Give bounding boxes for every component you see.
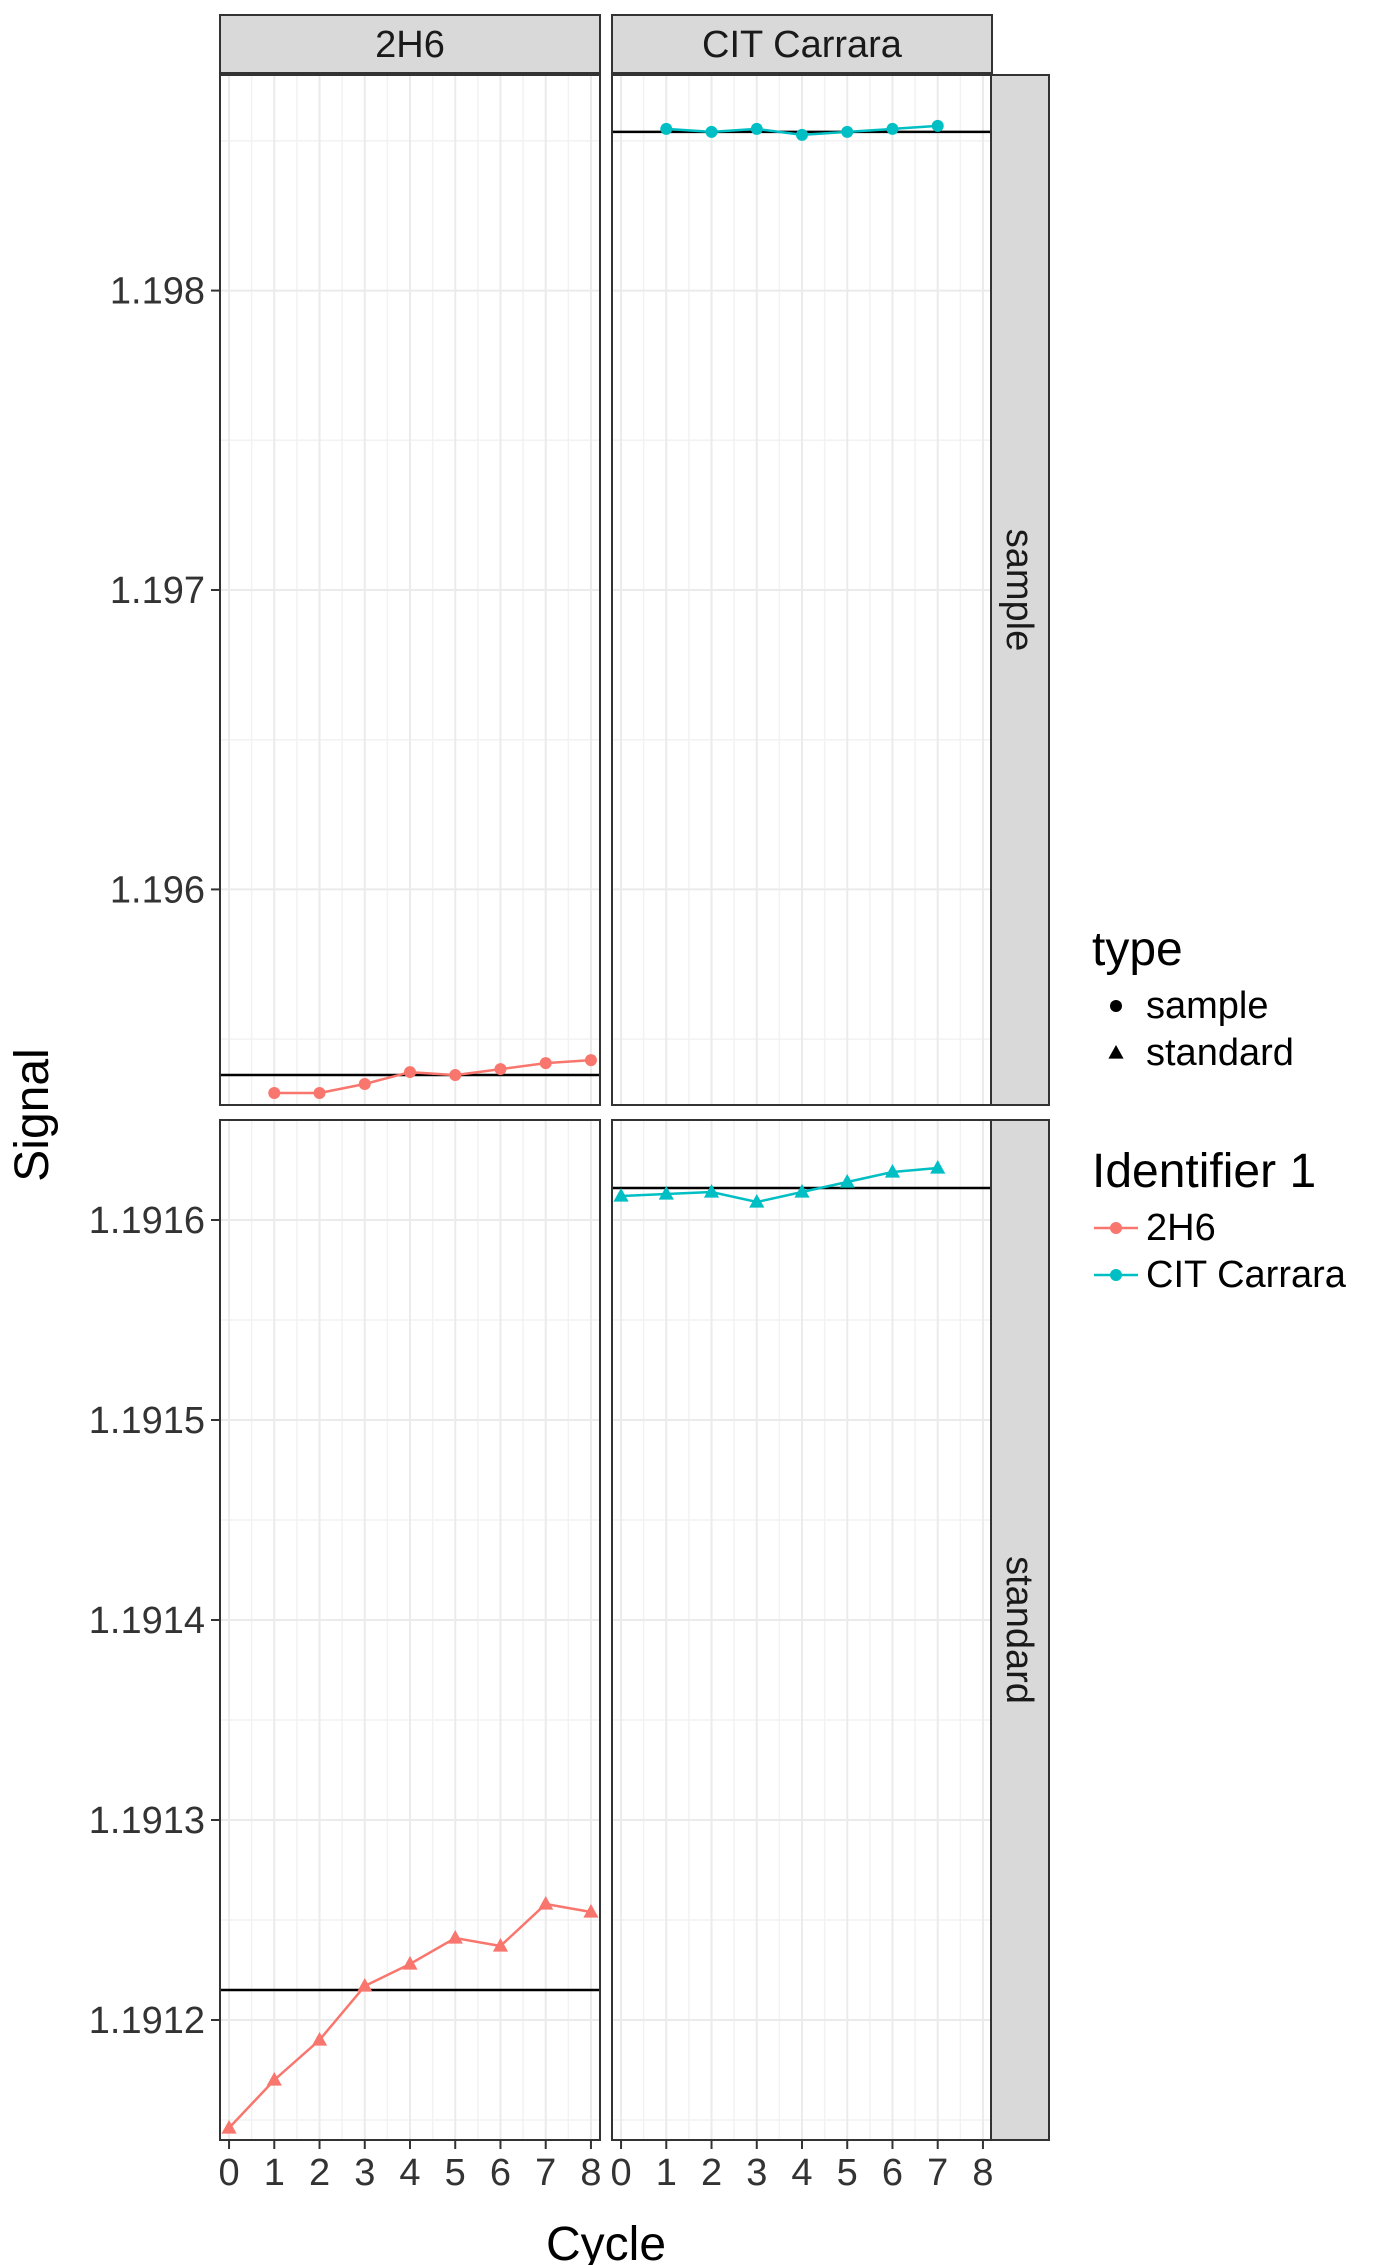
data-point (268, 1087, 281, 1100)
data-point (404, 1066, 416, 1079)
x-tick-label: 5 (445, 2152, 466, 2194)
series-2H6-sample (220, 1054, 600, 1100)
series-line (274, 1058, 592, 1095)
data-point (796, 128, 808, 141)
y-tick-label: 1.197 (110, 570, 205, 612)
y-tick-label: 1.1914 (89, 1600, 205, 1642)
column-strip-label: CIT Carrara (702, 24, 903, 66)
strip-background (990, 74, 1050, 1106)
data-point (221, 2120, 237, 2134)
data-point (402, 1956, 418, 1970)
x-tick-label: 3 (354, 2152, 375, 2194)
series-CIT Carrara-standard (612, 1160, 992, 1208)
facet-panels: 2H6 CIT Carrara sample standard 1.196 1.197 1.… (89, 14, 1050, 2194)
panel-0-0 (220, 75, 600, 1105)
row-strip-label: sample (998, 529, 1040, 652)
data-point (750, 122, 763, 135)
y-tick-label: 1.1916 (89, 1200, 205, 1242)
x-tick-label: 0 (218, 2152, 239, 2194)
y-tick-label: 1.1912 (89, 2000, 205, 2042)
strip-background (219, 14, 601, 74)
data-point (584, 1054, 597, 1067)
data-point (884, 1164, 901, 1178)
x-tick-label: 7 (535, 2152, 556, 2194)
column-strip-0: 2H6 (219, 14, 601, 74)
panel-1-0 (612, 75, 992, 1105)
data-point (703, 1184, 720, 1198)
legend-label: 2H6 (1146, 1207, 1216, 1249)
row-strip-1: standard (990, 1119, 1050, 2141)
data-point (313, 1087, 326, 1100)
data-point (931, 119, 944, 132)
row-strip-label: standard (998, 1556, 1040, 1704)
column-strip-label: 2H6 (375, 24, 445, 66)
y-axis-title: Signal (6, 1048, 59, 1181)
x-tick-label: 6 (490, 2152, 511, 2194)
legend-key (1110, 1222, 1122, 1234)
data-point (449, 1069, 462, 1082)
legend-key (1108, 1045, 1124, 1059)
data-point (930, 1160, 946, 1174)
series-2H6-standard (220, 1896, 600, 2134)
data-point (583, 1904, 599, 1918)
legend-title: type (1092, 923, 1183, 976)
legend-key (1110, 1000, 1122, 1012)
y-tick-label: 1.198 (110, 271, 205, 313)
data-point (794, 1184, 810, 1198)
data-point (839, 1174, 855, 1188)
strip-background (611, 14, 993, 74)
legend-key (1110, 1269, 1122, 1281)
data-point (494, 1063, 507, 1076)
x-tick-label: 4 (399, 2152, 420, 2194)
x-tick-label: 3 (746, 2152, 767, 2194)
series-line (620, 1166, 938, 1204)
data-point (357, 1978, 373, 1992)
x-axis-title: Cycle (546, 2218, 666, 2265)
data-point (841, 125, 854, 138)
y-tick-label: 1.1913 (89, 1800, 205, 1842)
data-point (311, 2032, 328, 2046)
legend-0: type sample standard (1092, 923, 1294, 1074)
legend-label: standard (1146, 1032, 1294, 1074)
panel-1-1 (612, 1120, 992, 2140)
series-CIT Carrara-sample (612, 119, 992, 141)
x-tick-label: 8 (972, 2152, 993, 2194)
data-point (539, 1057, 552, 1070)
data-point (266, 2072, 282, 2086)
legend-label: CIT Carrara (1146, 1254, 1347, 1296)
data-point (749, 1194, 765, 1208)
x-tick-label: 2 (701, 2152, 722, 2194)
y-tick-label: 1.196 (110, 869, 205, 911)
x-tick-label: 1 (656, 2152, 677, 2194)
x-tick-label: 2 (309, 2152, 330, 2194)
x-tick-label: 4 (791, 2152, 812, 2194)
data-point (358, 1078, 371, 1091)
legend-title: Identifier 1 (1092, 1145, 1316, 1198)
legend-label: sample (1146, 985, 1269, 1027)
legend-1: Identifier 1 2H6 CIT Carrara (1092, 1145, 1347, 1296)
data-point (447, 1930, 463, 1944)
data-point (613, 1188, 629, 1202)
data-point (886, 122, 899, 135)
x-tick-label: 5 (837, 2152, 858, 2194)
y-tick-label: 1.1915 (89, 1400, 205, 1442)
data-point (658, 1186, 674, 1200)
x-tick-label: 6 (882, 2152, 903, 2194)
data-point (492, 1938, 509, 1952)
data-point (705, 125, 718, 138)
data-point (660, 122, 673, 135)
row-strip-0: sample (990, 74, 1050, 1106)
data-point (538, 1896, 554, 1910)
x-tick-label: 1 (264, 2152, 285, 2194)
column-strip-1: CIT Carrara (611, 14, 993, 74)
panel-0-1 (220, 1120, 600, 2140)
legends: type sample standard Identifier 1 2H6 CIT Car… (1092, 923, 1347, 1296)
strip-background (990, 1119, 1050, 2141)
x-tick-label: 0 (610, 2152, 631, 2194)
x-tick-label: 8 (580, 2152, 601, 2194)
x-tick-label: 7 (927, 2152, 948, 2194)
